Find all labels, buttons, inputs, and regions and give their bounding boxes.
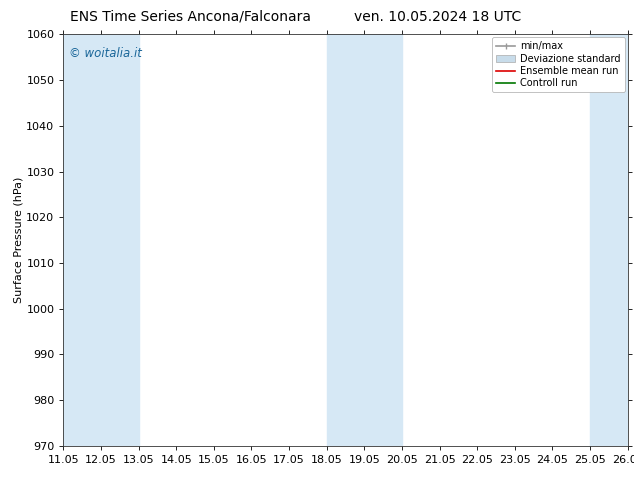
Y-axis label: Surface Pressure (hPa): Surface Pressure (hPa) — [13, 177, 23, 303]
Legend: min/max, Deviazione standard, Ensemble mean run, Controll run: min/max, Deviazione standard, Ensemble m… — [492, 37, 624, 92]
Text: ENS Time Series Ancona/Falconara: ENS Time Series Ancona/Falconara — [70, 10, 311, 24]
Bar — [327, 34, 402, 446]
Bar — [590, 34, 628, 446]
Text: © woitalia.it: © woitalia.it — [69, 47, 142, 60]
Bar — [63, 34, 139, 446]
Text: ven. 10.05.2024 18 UTC: ven. 10.05.2024 18 UTC — [354, 10, 521, 24]
